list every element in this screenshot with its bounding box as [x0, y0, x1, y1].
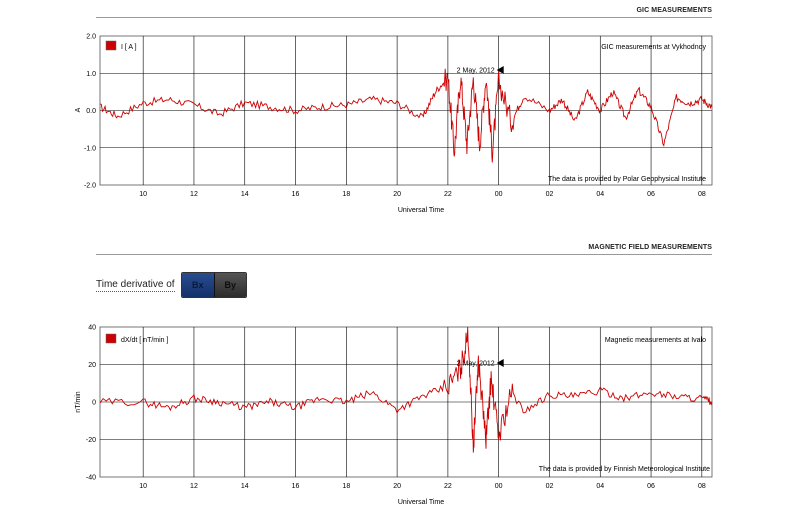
magnetic-x-tick-label: 10 — [139, 483, 147, 490]
gic-chart: 10 12 14 16 18 20 22 00 02 04 06 08 2.0 1.0 0.0 -1.0 -2.… — [75, 34, 713, 214]
gic-y-tick-label: -1.0 — [84, 145, 96, 152]
mag-section-rule — [96, 254, 712, 255]
magnetic-x-tick-label: 08 — [698, 483, 706, 490]
gic-y-axis-title: A — [75, 107, 82, 112]
time-derivative-label: Time derivative of — [96, 279, 175, 292]
magnetic-legend-label: dX/dt [ nT/min ] — [121, 337, 169, 344]
magnetic-event-marker-icon[interactable] — [496, 359, 504, 367]
gic-chart-frame: 10 12 14 16 18 20 22 00 02 04 06 08 2.0 1.0 0.0 -1.0 -2.… — [84, 34, 713, 198]
magnetic-chart: 10 12 14 16 18 20 22 00 02 04 06 08 40 20 0 -20 -40 2 May… — [75, 325, 713, 506]
magnetic-station-note: Magnetic measurements at Ivalo — [605, 337, 706, 344]
gic-y-tick-label: 0.0 — [86, 108, 96, 115]
magnetic-y-tick-label: 40 — [88, 325, 96, 332]
magnetic-event-marker-label: 2 May, 2012 — [457, 361, 495, 368]
gic-y-tick-label: -2.0 — [84, 183, 96, 190]
gic-x-tick-label: 10 — [139, 191, 147, 198]
by-toggle-button[interactable]: By — [213, 273, 246, 297]
bx-toggle-button[interactable]: Bx — [182, 273, 214, 297]
magnetic-x-tick-label: 18 — [342, 483, 350, 490]
gic-event-marker-icon[interactable] — [496, 66, 504, 74]
magnetic-x-tick-label: 16 — [292, 483, 300, 490]
magnetic-x-tick-label: 06 — [647, 483, 655, 490]
magnetic-y-axis-title: nT/min — [75, 391, 82, 413]
gic-legend-swatch[interactable] — [105, 40, 117, 51]
gic-x-tick-label: 22 — [444, 191, 452, 198]
magnetic-legend-swatch[interactable] — [105, 333, 117, 344]
magnetic-x-tick-label: 04 — [596, 483, 604, 490]
gic-section-rule — [96, 17, 712, 18]
gic-x-tick-label: 02 — [546, 191, 554, 198]
gic-x-tick-label: 06 — [647, 191, 655, 198]
gic-x-tick-label: 18 — [342, 191, 350, 198]
magnetic-x-tick-label: 22 — [444, 483, 452, 490]
magnetic-provider-note: The data is provided by Finnish Meteorol… — [539, 466, 710, 473]
gic-x-tick-label: 16 — [292, 191, 300, 198]
magnetic-x-tick-label: 20 — [393, 483, 401, 490]
gic-x-tick-label: 14 — [241, 191, 249, 198]
magnetic-x-tick-label: 12 — [190, 483, 198, 490]
gic-x-tick-label: 00 — [495, 191, 503, 198]
magnetic-y-tick-label: 0 — [92, 400, 96, 407]
gic-x-tick-label: 04 — [596, 191, 604, 198]
magnetic-x-tick-label: 00 — [495, 483, 503, 490]
gic-legend-label: I [ A ] — [121, 44, 137, 51]
gic-station-note: GIC measurements at Vykhodnoy — [601, 44, 706, 51]
gic-x-tick-label: 20 — [393, 191, 401, 198]
gic-section-title: GIC MEASUREMENTS — [636, 7, 712, 14]
magnetic-x-tick-label: 14 — [241, 483, 249, 490]
magnetic-y-tick-label: -20 — [86, 437, 96, 444]
gic-x-axis-title: Universal Time — [398, 207, 444, 214]
gic-x-tick-label: 12 — [190, 191, 198, 198]
derivative-toggle[interactable]: Bx By — [181, 272, 247, 298]
magnetic-y-tick-label: -40 — [86, 475, 96, 482]
gic-event-marker-label: 2 May, 2012 — [457, 68, 495, 75]
gic-x-tick-label: 08 — [698, 191, 706, 198]
mag-section-title: MAGNETIC FIELD MEASUREMENTS — [588, 244, 712, 251]
gic-series-line — [99, 68, 713, 163]
magnetic-y-tick-label: 20 — [88, 362, 96, 369]
magnetic-x-tick-label: 02 — [546, 483, 554, 490]
gic-provider-note: The data is provided by Polar Geophysica… — [548, 176, 706, 183]
magnetic-chart-frame: 10 12 14 16 18 20 22 00 02 04 06 08 40 20 0 -20 -40 2 May… — [86, 325, 713, 490]
gic-y-tick-label: 1.0 — [86, 71, 96, 78]
gic-y-tick-label: 2.0 — [86, 34, 96, 41]
magnetic-x-axis-title: Universal Time — [398, 499, 444, 506]
magnetic-series-line — [99, 326, 713, 453]
